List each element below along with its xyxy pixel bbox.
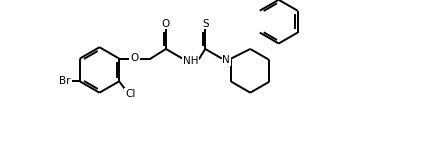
- Text: O: O: [161, 19, 170, 29]
- Text: S: S: [201, 19, 208, 29]
- Text: NH: NH: [183, 56, 198, 66]
- Text: O: O: [130, 53, 138, 63]
- Text: N: N: [222, 55, 230, 65]
- Text: Br: Br: [59, 76, 70, 86]
- Text: Cl: Cl: [125, 89, 135, 99]
